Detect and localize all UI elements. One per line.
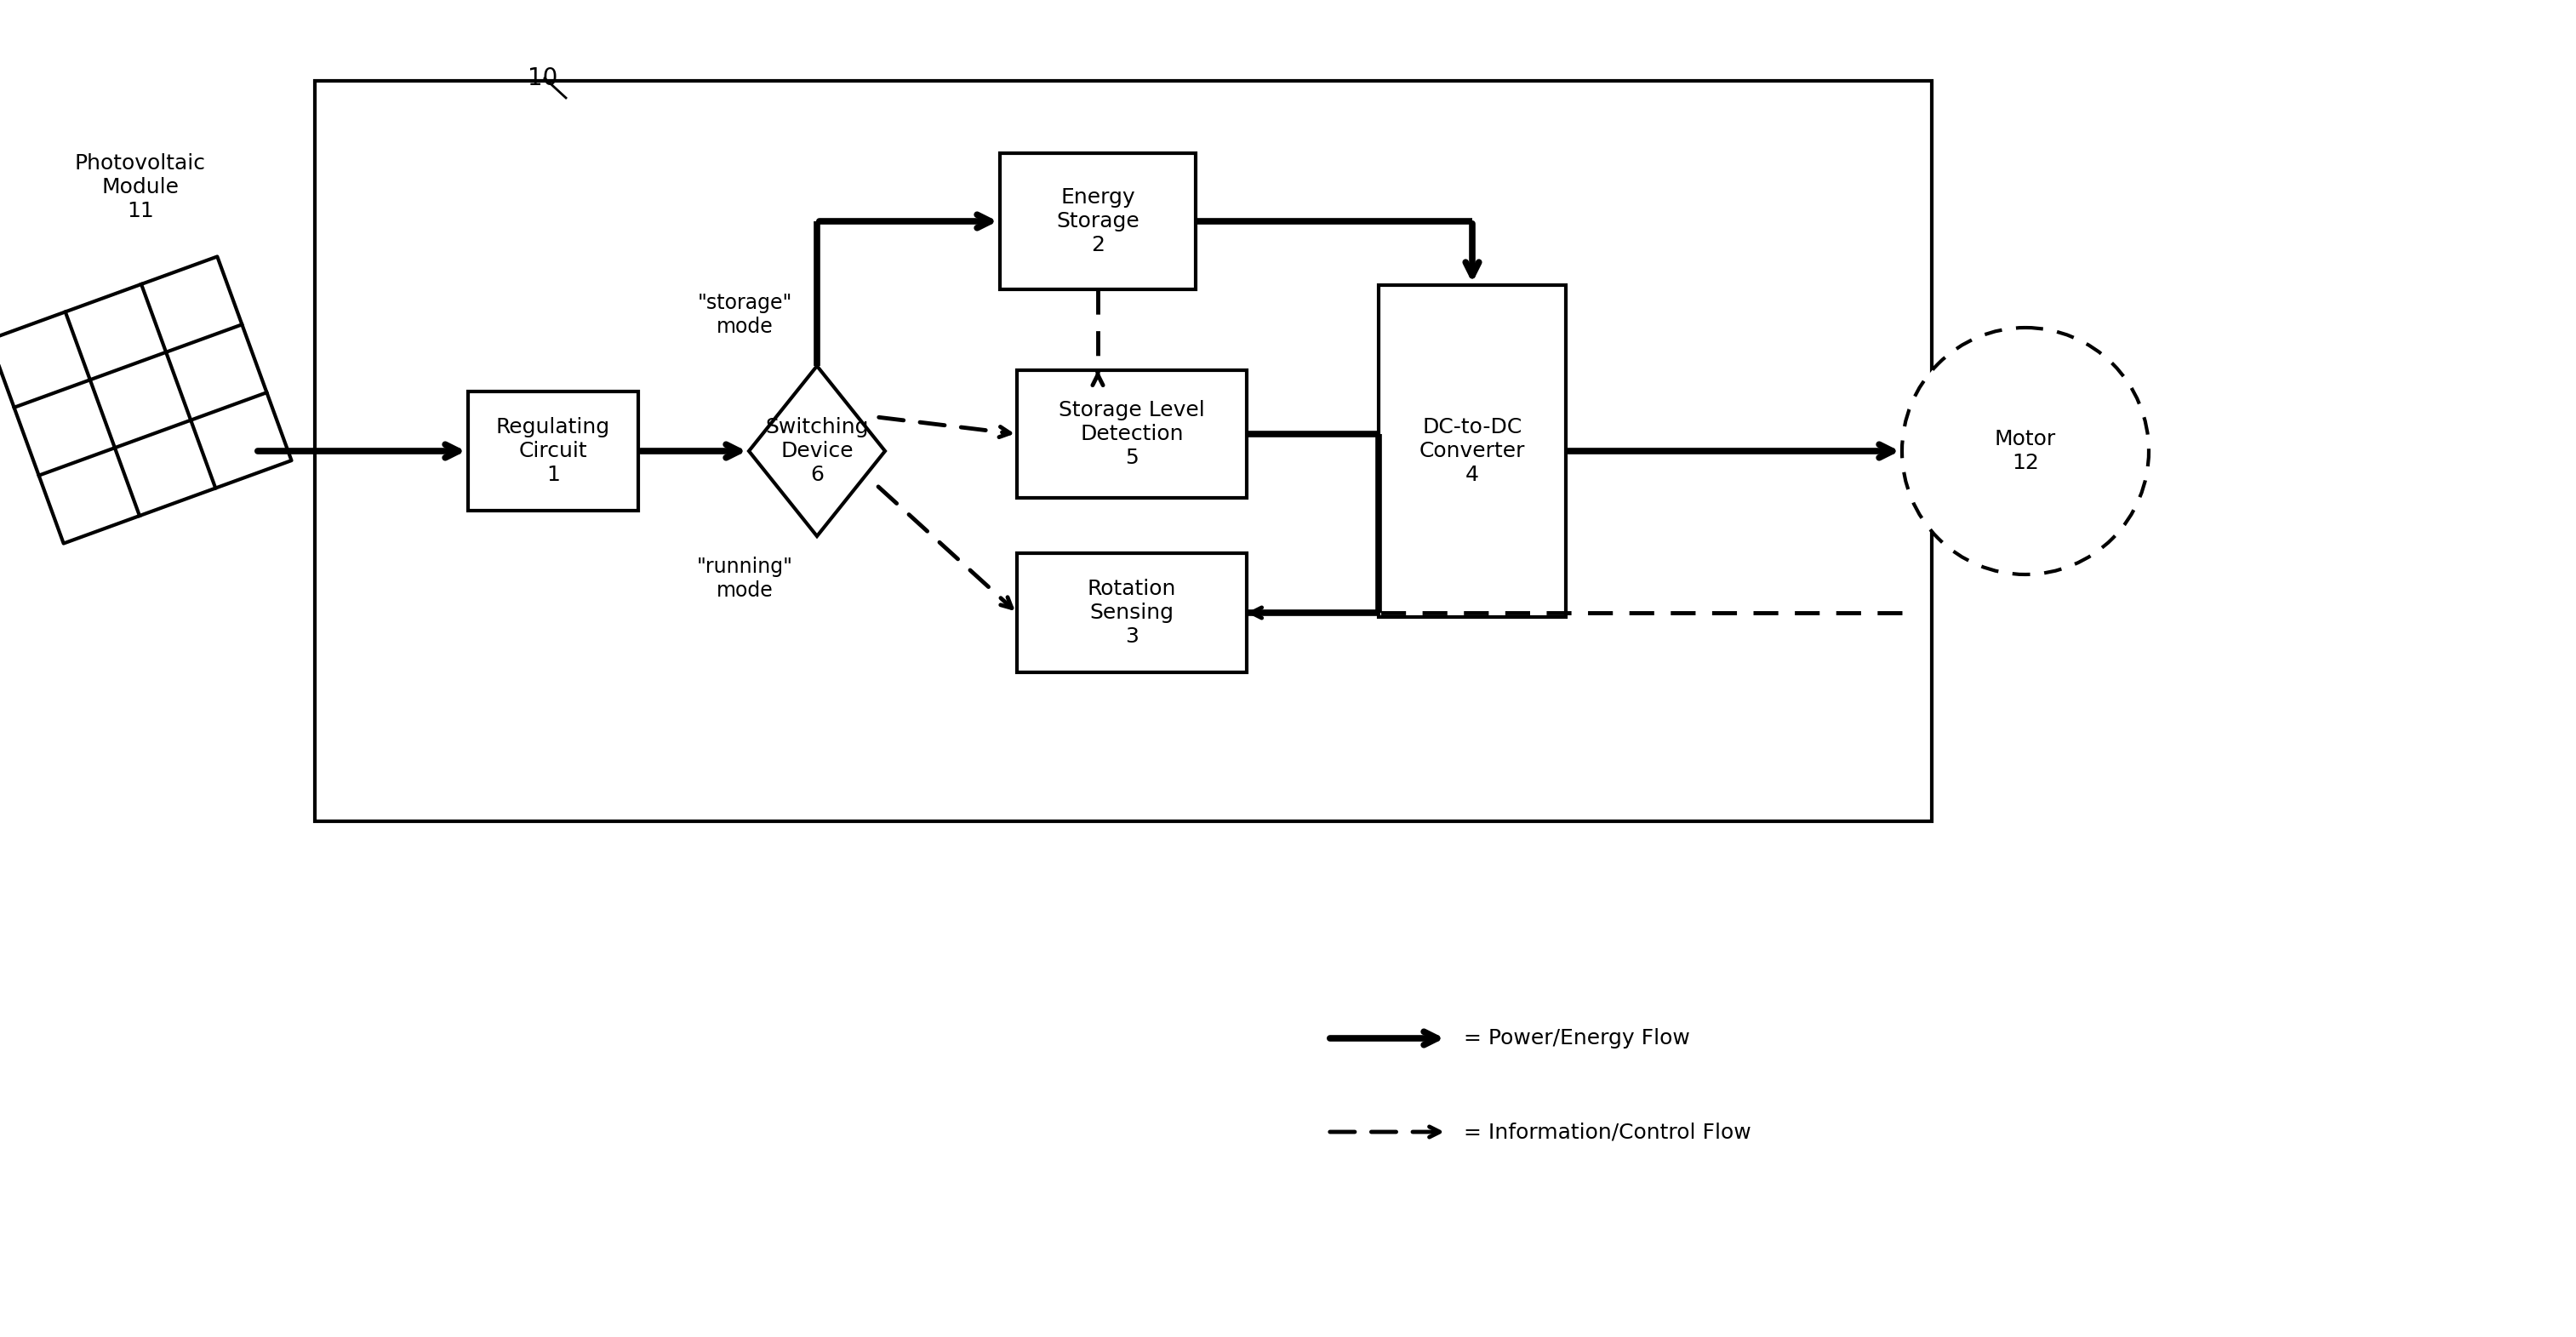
Polygon shape [750,366,886,536]
Text: Switching
Device
6: Switching Device 6 [765,417,868,485]
Bar [1378,285,1566,616]
Text: Rotation
Sensing
3: Rotation Sensing 3 [1087,579,1177,647]
Text: Regulating
Circuit
1: Regulating Circuit 1 [497,417,611,485]
Bar [1018,370,1247,497]
Text: Photovoltaic
Module
11: Photovoltaic Module 11 [75,154,206,221]
Text: "running"
mode: "running" mode [696,556,793,600]
Text: "storage"
mode: "storage" mode [698,293,791,337]
Circle shape [1901,328,2148,575]
Bar [999,154,1195,289]
Bar [469,392,639,511]
Text: = Power/Energy Flow: = Power/Energy Flow [1463,1028,1690,1048]
Text: = Information/Control Flow: = Information/Control Flow [1463,1122,1752,1142]
Text: Energy
Storage
2: Energy Storage 2 [1056,187,1139,255]
Text: DC-to-DC
Converter
4: DC-to-DC Converter 4 [1419,417,1525,485]
Bar [1018,554,1247,673]
Text: 10: 10 [528,67,559,90]
Text: Motor
12: Motor 12 [1994,429,2056,473]
Bar [314,80,1932,821]
Text: Storage Level
Detection
5: Storage Level Detection 5 [1059,400,1206,468]
